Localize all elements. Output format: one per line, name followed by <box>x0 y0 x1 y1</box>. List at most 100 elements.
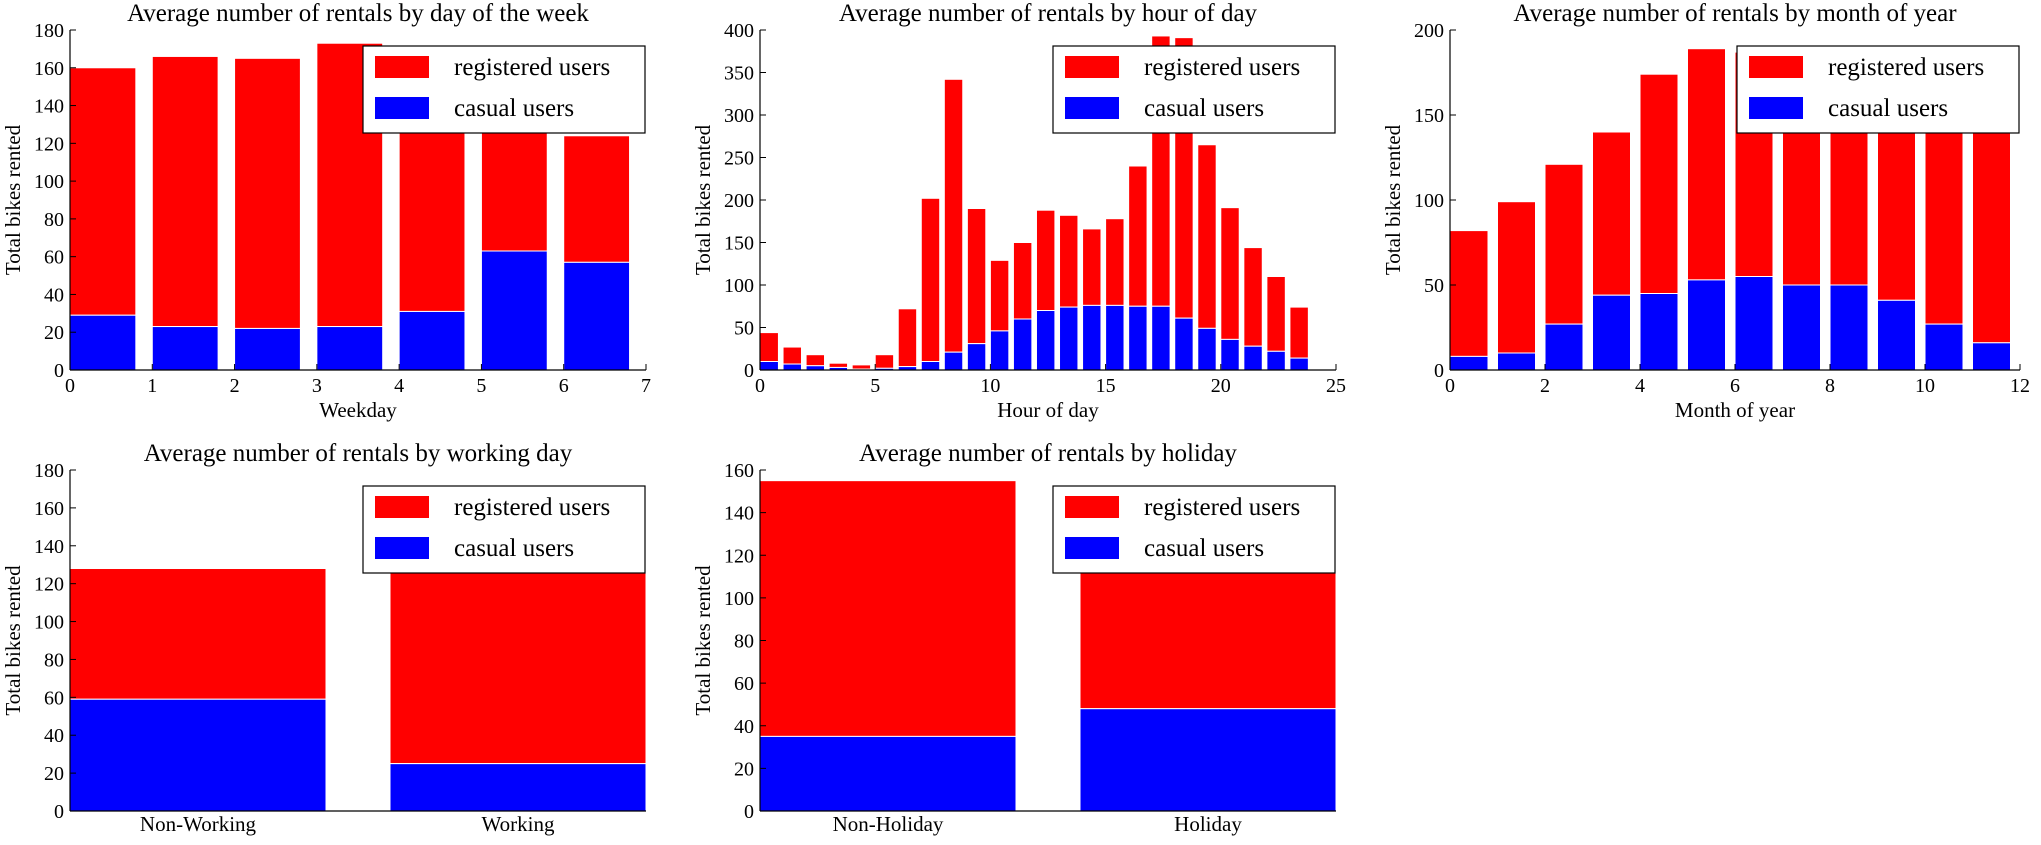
bar-casual <box>70 698 327 811</box>
x-tick-label: 15 <box>1096 375 1116 397</box>
bar-casual <box>920 361 941 370</box>
y-tick-label: 0 <box>1434 360 1444 382</box>
x-tick-label: 10 <box>980 375 1000 397</box>
y-tick-label: 200 <box>1414 20 1444 42</box>
bar-casual <box>1079 708 1336 811</box>
bar-casual <box>1829 284 1869 370</box>
x-tick-label: 5 <box>870 375 880 397</box>
bar-casual <box>1734 276 1774 370</box>
y-tick-label: 0 <box>54 801 64 823</box>
y-tick-label: 140 <box>724 503 754 525</box>
x-tick-label: 6 <box>559 375 569 397</box>
y-tick-label: 40 <box>44 284 64 306</box>
bar-registered <box>782 346 802 365</box>
y-tick-label: 20 <box>44 322 64 344</box>
x-tick-label: 10 <box>1915 375 1935 397</box>
chart-title: Average number of rentals by month of ye… <box>1513 0 1957 27</box>
bar-casual <box>1687 279 1726 370</box>
y-tick-label: 150 <box>724 233 754 255</box>
y-tick-label: 120 <box>34 574 64 596</box>
bar-casual <box>966 343 987 370</box>
bar-registered <box>1289 306 1309 359</box>
chart-title: Average number of rentals by day of the … <box>127 0 589 27</box>
y-tick-label: 250 <box>724 148 754 170</box>
legend-swatch <box>1749 97 1803 119</box>
y-tick-label: 200 <box>724 190 754 212</box>
y-axis-label: Total bikes rented <box>1 124 25 275</box>
y-axis-label: Total bikes rented <box>691 565 715 716</box>
bar-casual <box>1782 284 1821 370</box>
bar-registered <box>1592 131 1631 296</box>
bar-casual <box>805 365 826 370</box>
bar-casual <box>398 310 466 370</box>
bar-casual <box>760 735 1017 811</box>
bar-registered <box>897 308 918 368</box>
y-tick-label: 0 <box>744 360 754 382</box>
bar-registered <box>398 125 466 312</box>
bar-casual <box>1012 318 1033 370</box>
legend-label: registered users <box>454 54 610 81</box>
y-tick-label: 60 <box>44 247 64 269</box>
bar-registered <box>920 197 941 362</box>
bar-registered <box>989 259 1010 332</box>
bar-casual <box>389 763 646 811</box>
bar-registered <box>1266 276 1286 352</box>
y-tick-label: 40 <box>734 716 754 738</box>
bar-casual <box>1105 304 1125 370</box>
y-tick-label: 180 <box>34 20 64 42</box>
y-tick-label: 80 <box>734 631 754 653</box>
bar-registered <box>1972 99 2011 344</box>
y-tick-label: 80 <box>44 209 64 231</box>
y-tick-label: 120 <box>724 545 754 567</box>
y-tick-label: 100 <box>724 275 754 297</box>
y-tick-label: 120 <box>34 133 64 155</box>
legend: registered users casual users <box>362 45 646 134</box>
y-tick-label: 0 <box>744 801 754 823</box>
bar-casual <box>1877 299 1916 370</box>
bar-registered <box>1687 48 1726 281</box>
x-tick-label: 25 <box>1326 375 1346 397</box>
subplot-holiday: 0 20 40 60 80 100 120 140 160 Non-Holiday Holiday A… <box>691 440 1336 836</box>
bar-registered <box>1035 209 1056 311</box>
chart-title: Average number of rentals by holiday <box>859 440 1237 467</box>
bar-casual <box>480 250 548 370</box>
x-axis-label: Month of year <box>1675 398 1795 422</box>
legend-swatch <box>375 97 429 119</box>
x-tick-label: 20 <box>1211 375 1231 397</box>
bar-casual <box>563 261 631 370</box>
legend-swatch <box>375 537 429 559</box>
y-axis-label: Total bikes rented <box>1381 124 1405 275</box>
bar-registered <box>1220 207 1240 340</box>
bar-casual <box>1924 323 1964 370</box>
x-tick-label: 5 <box>476 375 486 397</box>
bar-registered <box>1497 201 1536 354</box>
bar-casual <box>1592 294 1631 370</box>
bar-registered <box>760 332 779 363</box>
legend-swatch <box>1065 537 1119 559</box>
x-category-label: Holiday <box>1174 812 1242 836</box>
bar-casual <box>760 361 779 370</box>
bar-casual <box>1151 305 1171 370</box>
x-tick-label: 0 <box>65 375 75 397</box>
bar-casual <box>234 327 301 370</box>
x-tick-label: 4 <box>1635 375 1645 397</box>
bar-casual <box>1059 306 1079 370</box>
bar-casual <box>1497 352 1536 370</box>
bar-registered <box>1243 247 1263 347</box>
y-axis-label: Total bikes rented <box>1 565 25 716</box>
x-tick-label: 6 <box>1730 375 1740 397</box>
chart-title: Average number of rentals by working day <box>144 440 573 467</box>
legend-label: casual users <box>1144 95 1264 122</box>
legend-label: registered users <box>1144 494 1300 521</box>
legend-label: registered users <box>1828 54 1984 81</box>
y-tick-label: 60 <box>44 687 64 709</box>
legend-label: casual users <box>454 95 574 122</box>
legend: registered users casual users <box>1736 45 2020 134</box>
x-tick-label: 2 <box>1540 375 1550 397</box>
bar-registered <box>943 78 964 353</box>
subplot-hour: 0 50 100 150 200 250 300 350 400 0 5 10 15 20 25 Averag… <box>691 0 1346 422</box>
legend-swatch <box>375 56 429 78</box>
x-tick-label: 1 <box>147 375 157 397</box>
y-tick-label: 20 <box>44 763 64 785</box>
x-tick-label: 7 <box>641 375 651 397</box>
